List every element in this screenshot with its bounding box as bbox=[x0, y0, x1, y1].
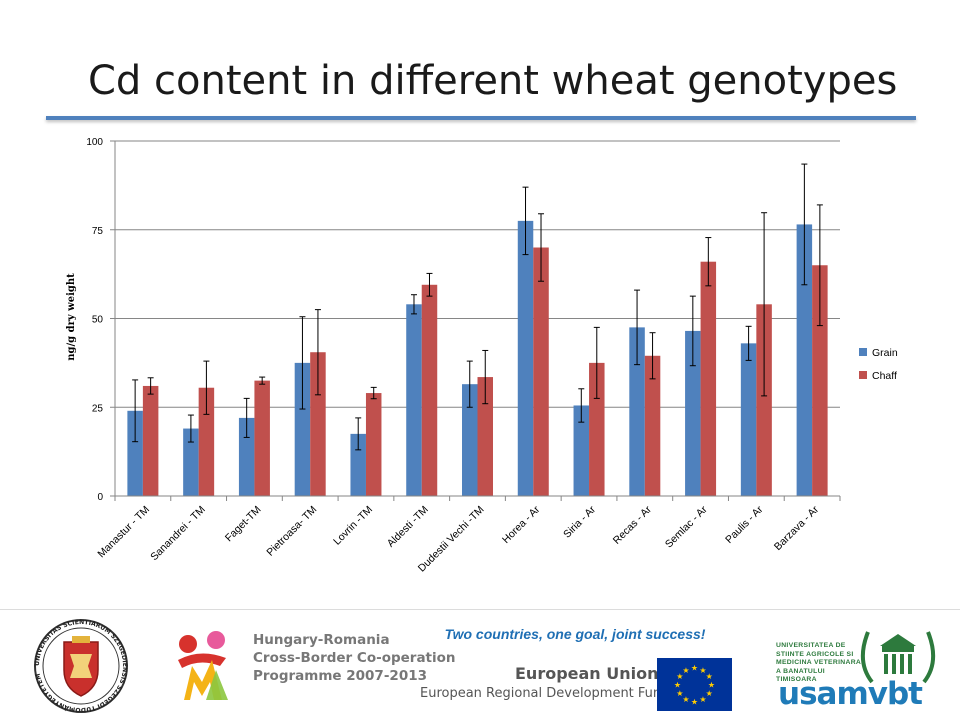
bar-grain bbox=[629, 327, 645, 496]
eu-star-icon: ★ bbox=[682, 666, 689, 675]
bar-chaff bbox=[756, 304, 772, 496]
x-tick-label: Horea - Ar bbox=[500, 503, 543, 546]
y-tick-label: 100 bbox=[86, 137, 103, 148]
bar-chaff bbox=[589, 362, 605, 496]
eu-star-icon: ★ bbox=[674, 681, 681, 690]
bar-grain bbox=[294, 362, 311, 496]
eu-star-icon: ★ bbox=[682, 695, 689, 704]
slide-title: Cd content in different wheat genotypes bbox=[88, 58, 898, 104]
legend-label-chaff: Chaff bbox=[872, 370, 897, 382]
bar-chaff bbox=[477, 377, 493, 496]
y-tick-label: 25 bbox=[92, 403, 104, 414]
bar-grain bbox=[406, 304, 422, 496]
bar-chaff bbox=[812, 265, 828, 496]
hungary-romania-programme-text: Hungary-Romania Cross-Border Co-operatio… bbox=[253, 631, 456, 685]
eu-star-icon: ★ bbox=[691, 664, 698, 673]
bars bbox=[127, 220, 828, 497]
x-tick-label: Siria - Ar bbox=[561, 503, 598, 540]
bar-grain bbox=[350, 433, 366, 496]
bar-chaff bbox=[310, 352, 326, 496]
y-axis-label: ng/g dry weight bbox=[66, 273, 77, 361]
usamv-line-1: UNIVERSITATEA DE bbox=[776, 642, 846, 649]
usamv-line-2: STIINTE AGRICOLE SI bbox=[776, 650, 854, 658]
bar-chaff bbox=[421, 284, 438, 496]
bar-grain bbox=[183, 428, 199, 496]
eu-flag-icon: ★★★★★★★★★ ★ ★★ bbox=[657, 658, 732, 711]
x-tick-label: Faget-TM bbox=[223, 504, 264, 545]
x-tick-label: Lovrin -TM bbox=[331, 504, 375, 548]
bar-grain bbox=[685, 330, 701, 496]
y-tick-label: 50 bbox=[92, 315, 104, 326]
eu-star-icon: ★ bbox=[691, 698, 698, 707]
bar-grain bbox=[127, 410, 143, 496]
bar-chaff bbox=[254, 380, 270, 496]
x-tick-label: Semlac - Ar bbox=[663, 503, 710, 550]
x-tick-label: Aldesti -TM bbox=[385, 504, 431, 550]
eu-star-icon: ★ bbox=[699, 666, 706, 675]
usamv-line-3: MEDICINA VETERINARA bbox=[776, 659, 862, 667]
bar-chaff bbox=[533, 247, 549, 496]
eu-star-icon: ★ bbox=[699, 695, 706, 704]
error-bars bbox=[132, 163, 823, 451]
x-tick-label: Sanandrei - TM bbox=[148, 504, 208, 564]
eu-star-icon: ★ bbox=[706, 672, 713, 681]
bar-grain bbox=[238, 417, 255, 496]
eu-fund-name: European Regional Development Fund bbox=[420, 686, 670, 701]
x-tick-label: Recas - Ar bbox=[611, 503, 654, 546]
bar-grain bbox=[573, 405, 590, 496]
legend-label-grain: Grain bbox=[872, 347, 898, 359]
eu-title: European Union bbox=[515, 664, 659, 683]
usamvbt-university-name: UNIVERSITATEA DE STIINTE AGRICOLE SI MED… bbox=[776, 642, 864, 685]
x-tick-label: Manastur - TM bbox=[95, 504, 152, 561]
bar-chaff bbox=[644, 355, 661, 496]
usamvbt-wordmark: usamvbt bbox=[778, 676, 923, 712]
x-tick-label: Barzava - Ar bbox=[772, 503, 822, 553]
eu-star-icon: ★ bbox=[708, 681, 715, 690]
slogan: Two countries, one goal, joint success! bbox=[444, 626, 706, 642]
y-tick-label: 0 bbox=[97, 492, 103, 503]
eu-star-icon: ★ bbox=[676, 689, 683, 698]
bar-grain bbox=[796, 224, 813, 497]
footer-divider bbox=[0, 609, 960, 610]
eu-star-icon: ★ bbox=[676, 672, 683, 681]
bar-grain bbox=[740, 343, 757, 496]
eu-star-icon: ★ bbox=[706, 689, 713, 698]
hr-line-2: Cross-Border Co-operation bbox=[253, 650, 456, 666]
x-tick-label: Pietroasa- TM bbox=[264, 504, 319, 559]
usamv-line-4: A BANATULUI TIMISOARA bbox=[776, 667, 825, 684]
bar-chaff bbox=[142, 385, 159, 496]
hr-line-3: Programme 2007-2013 bbox=[253, 668, 427, 684]
bar-grain bbox=[517, 220, 534, 496]
bar-chaff bbox=[365, 393, 382, 496]
bar-chaff bbox=[700, 261, 717, 496]
bar-grain bbox=[462, 384, 478, 496]
title-underline bbox=[46, 116, 916, 120]
usamvbt-emblem-logo bbox=[860, 631, 936, 684]
hr-line-1: Hungary-Romania bbox=[253, 632, 390, 648]
hungary-romania-programme-logo bbox=[178, 631, 228, 700]
legend: Grain Chaff bbox=[859, 347, 898, 382]
y-tick-label: 75 bbox=[92, 226, 104, 237]
x-tick-label: Paulis - Ar bbox=[723, 503, 766, 546]
bar-chaff bbox=[198, 387, 215, 496]
szeged-university-seal-logo: UNIVERSITAS SCIENTIARUM SZEGEDIENSIS SZE… bbox=[34, 619, 128, 713]
axes bbox=[110, 140, 841, 501]
legend-swatch-chaff bbox=[859, 371, 867, 379]
legend-swatch-grain bbox=[859, 348, 867, 356]
